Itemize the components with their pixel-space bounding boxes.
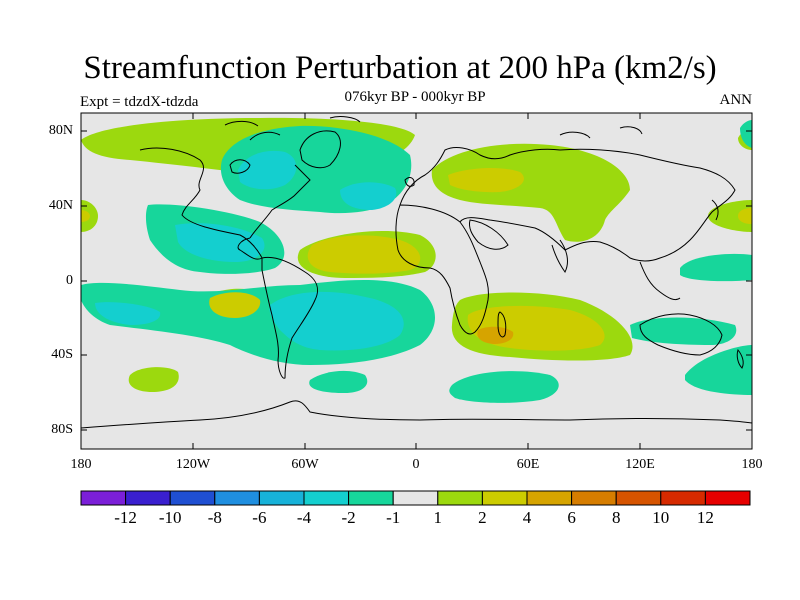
colorbar-label: 4 (522, 508, 532, 527)
contour-north-pacific-right-yellow (738, 208, 752, 224)
colorbar-box (660, 490, 706, 506)
lat-tick-label: 0 (66, 273, 73, 288)
contour-australia-teal (630, 317, 737, 345)
coastline-arabia (469, 219, 509, 250)
colorbar-box (80, 490, 127, 506)
lon-tick-marks (80, 113, 753, 449)
coastline-new-zealand (736, 348, 744, 369)
season-label: ANN (719, 92, 753, 108)
contour-arctic-right-teal (740, 120, 752, 148)
colorbar-box (392, 490, 439, 506)
lat-tick-label: 40S (51, 347, 73, 362)
colorbar (80, 490, 751, 506)
colorbar-box (125, 490, 171, 506)
colorbar-box (214, 490, 260, 506)
colorbar-box (526, 490, 573, 506)
coastline-greenland (299, 130, 341, 169)
contour-south-ocean-right-teal (685, 345, 752, 395)
lon-tick-label: 180 (741, 457, 763, 472)
coastline-antarctica (81, 400, 752, 429)
lat-tick-label: 80N (48, 123, 73, 138)
coastline-north-america-east (249, 164, 311, 239)
coastline-africa (395, 204, 489, 335)
lon-tick-label: 120E (625, 457, 655, 472)
lon-tick-label: 180 (70, 457, 92, 472)
coastline-uk (404, 177, 415, 187)
lat-tick-label: 80S (51, 422, 73, 437)
contour-south-america-cyan (269, 291, 404, 351)
colorbar-label: -4 (296, 508, 312, 527)
figure-subtitle: 076kyr BP - 000kyr BP (344, 89, 486, 105)
contour-north-pacific-east-teal (680, 253, 752, 282)
colorbar-label: -8 (207, 508, 222, 527)
lon-tick-label: 60E (516, 457, 540, 472)
contour-south-ocean-patch-green (128, 367, 179, 392)
colorbar-label: -12 (114, 508, 137, 527)
coastline-australia (639, 313, 723, 356)
colorbar-label: 12 (696, 508, 714, 527)
coastline-japan (711, 199, 719, 221)
colorbar-label: 10 (652, 508, 670, 527)
coastline-europe (399, 147, 561, 206)
colorbar-label: -2 (341, 508, 356, 527)
colorbar-box (258, 490, 305, 506)
coastline-southeast-asia (639, 261, 681, 301)
coastlines (81, 116, 752, 429)
colorbar-box (481, 490, 528, 506)
colorbar-box (571, 490, 617, 506)
contour-south-indian-teal (449, 371, 559, 403)
contour-eurasia-yellow (448, 168, 524, 193)
colorbar-label: 1 (433, 508, 443, 527)
contour-north-africa-yellow (307, 235, 421, 274)
lat-tick-label: 40N (48, 198, 73, 213)
lat-tick-marks (81, 130, 752, 431)
experiment-label: Expt = tdzdX-tdzda (80, 94, 199, 110)
colorbar-box (303, 490, 350, 506)
contour-fills (81, 117, 752, 403)
colorbar-label: -6 (252, 508, 267, 527)
coastline-asia (459, 148, 736, 262)
lon-tick-label: 0 (412, 457, 420, 472)
colorbar-box (348, 490, 394, 506)
colorbar-label: 8 (611, 508, 621, 527)
colorbar-box (615, 490, 662, 506)
map-background (81, 113, 752, 449)
coastline-south-america (261, 256, 318, 379)
contour-north-pacific-left-yellow (81, 210, 90, 222)
contour-canada-cyan (238, 150, 297, 190)
contour-madagascar-orange (477, 326, 514, 344)
colorbar-box (169, 490, 216, 506)
contour-south-pacific-teal (309, 370, 368, 393)
contour-north-pacific-right-green (708, 200, 752, 232)
coastline-madagascar (497, 311, 507, 338)
lon-tick-label: 120W (175, 457, 211, 472)
contour-south-pacific-cyan (95, 302, 161, 325)
colorbar-box (437, 490, 483, 506)
colorbar-label: 2 (478, 508, 487, 527)
contour-atlantic-cyan (340, 182, 397, 210)
coastline-arctic-islands (224, 116, 643, 141)
contour-southeast-pacific-yellow (209, 292, 261, 318)
coastline-north-america (139, 147, 263, 260)
coastline-hudson-bay (229, 159, 251, 174)
colorbar-box (704, 490, 751, 506)
colorbar-label: -1 (386, 508, 401, 527)
contour-eurasia-green (431, 143, 630, 242)
colorbar-label: 6 (567, 508, 576, 527)
contour-caribbean-cyan (175, 223, 265, 262)
colorbar-label: -10 (158, 508, 182, 527)
lon-tick-label: 60W (291, 457, 319, 472)
figure-title: Streamfunction Perturbation at 200 hPa (… (83, 50, 717, 86)
coastline-india (551, 239, 568, 273)
